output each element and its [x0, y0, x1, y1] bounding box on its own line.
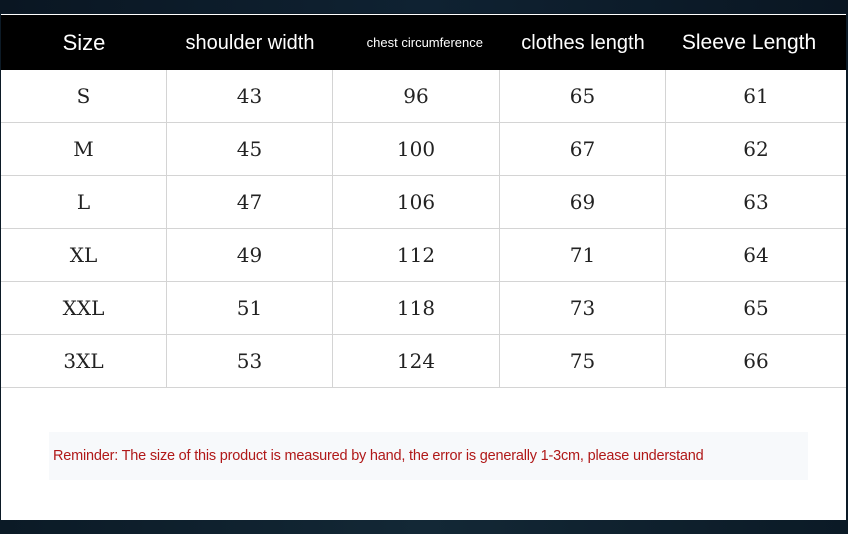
table-cell: M — [1, 123, 167, 175]
table-cell: 53 — [167, 335, 333, 387]
table-cell: 69 — [500, 176, 666, 228]
table-body: S 43 96 65 61 M 45 100 67 62 L 47 106 69 63 XL 49 112 71 64… — [1, 70, 846, 388]
table-cell: 75 — [500, 335, 666, 387]
table-cell: 73 — [500, 282, 666, 334]
table-row: XL 49 112 71 64 — [1, 229, 846, 282]
table-row: L 47 106 69 63 — [1, 176, 846, 229]
table-cell: 61 — [743, 84, 769, 108]
table-cell: 43 — [167, 70, 333, 122]
table-cell: 100 — [333, 123, 500, 175]
table-cell: 65 — [500, 70, 666, 122]
table-cell: 124 — [333, 335, 500, 387]
table-cell: 49 — [167, 229, 333, 281]
table-cell: XXL — [1, 282, 167, 334]
table-row: 3XL 53 124 75 66 — [1, 335, 846, 388]
table-cell: 71 — [500, 229, 666, 281]
bottom-border — [0, 520, 848, 534]
table-cell: 51 — [167, 282, 333, 334]
table-cell: 112 — [333, 229, 500, 281]
header-shoulder-width: shoulder width — [185, 31, 315, 54]
table-cell: S — [1, 70, 167, 122]
size-chart: Size shoulder width chest circumference … — [1, 14, 846, 520]
table-cell: 62 — [743, 137, 769, 161]
table-cell: 67 — [500, 123, 666, 175]
table-row: S 43 96 65 61 — [1, 70, 846, 123]
table-cell: 63 — [743, 190, 769, 214]
table-cell: 66 — [743, 349, 769, 373]
table-cell: 65 — [743, 296, 769, 320]
table-cell: 96 — [333, 70, 500, 122]
table-row: XXL 51 118 73 65 — [1, 282, 846, 335]
table-cell: 118 — [333, 282, 500, 334]
header-size: Size — [62, 29, 106, 55]
reminder-note: Reminder: The size of this product is me… — [49, 432, 808, 480]
header-chest-circumference: chest circumference — [366, 35, 483, 50]
table-cell: 47 — [167, 176, 333, 228]
top-border — [0, 0, 848, 13]
table-cell: 106 — [333, 176, 500, 228]
table-cell: 45 — [167, 123, 333, 175]
table-row: M 45 100 67 62 — [1, 123, 846, 176]
header-clothes-length: clothes length — [521, 31, 645, 54]
table-cell: XL — [1, 229, 167, 281]
header-sleeve-length: Sleeve Length — [681, 31, 817, 54]
table-header: Size shoulder width chest circumference … — [1, 15, 846, 70]
table-cell: 3XL — [1, 335, 167, 387]
table-cell: 64 — [743, 243, 769, 267]
table-cell: L — [1, 176, 167, 228]
